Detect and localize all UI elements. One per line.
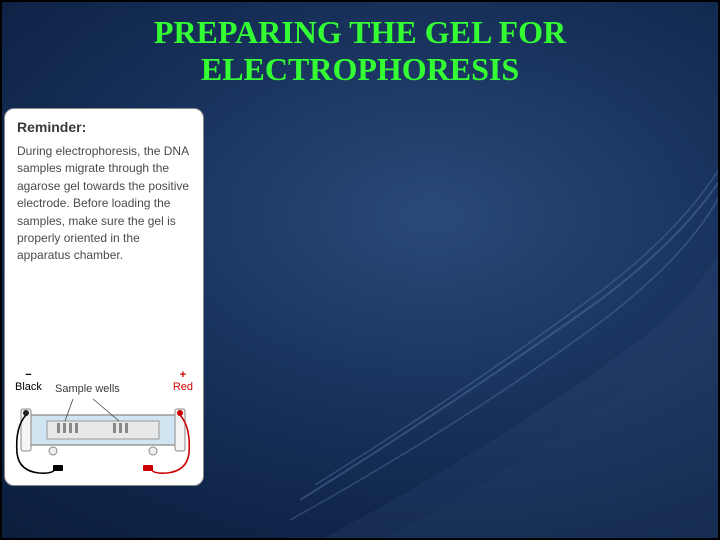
title-line-1: PREPARING THE GEL FOR	[154, 14, 566, 50]
reminder-heading: Reminder:	[17, 119, 191, 135]
title-line-2: ELECTROPHORESIS	[201, 51, 519, 87]
reminder-body: During electrophoresis, the DNA samples …	[17, 143, 191, 265]
apparatus-diagram: − Black + Red Sample wells	[13, 369, 195, 477]
neg-symbol: −	[25, 369, 31, 381]
sample-wells-label: Sample wells	[55, 383, 120, 395]
reminder-box: Reminder: During electrophoresis, the DN…	[4, 108, 204, 486]
pos-text: Red	[173, 381, 193, 393]
slide-title: PREPARING THE GEL FOR ELECTROPHORESIS	[0, 14, 720, 88]
neg-text: Black	[15, 381, 42, 393]
negative-electrode-label: − Black	[15, 369, 42, 393]
pos-symbol: +	[180, 369, 186, 381]
gel-tank-icon	[13, 397, 193, 477]
positive-electrode-label: + Red	[173, 369, 193, 393]
background-swoosh	[260, 160, 720, 540]
